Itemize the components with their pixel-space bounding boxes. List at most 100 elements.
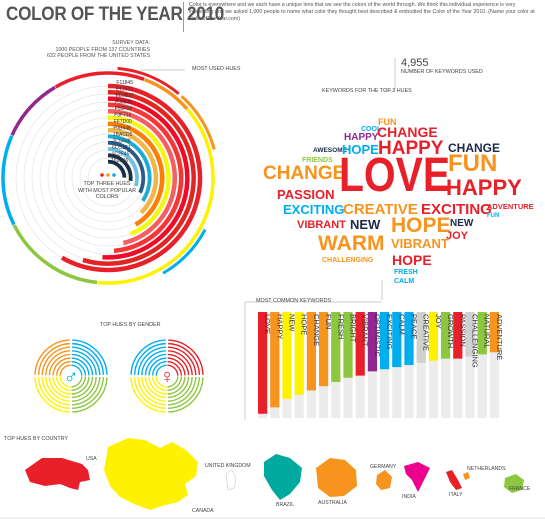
swatch-code: 1BACD5 xyxy=(113,132,133,138)
gender-arc xyxy=(168,377,201,410)
gender-arc xyxy=(52,376,71,395)
bar xyxy=(428,312,438,361)
guide-ring xyxy=(87,157,129,199)
bar-track xyxy=(453,312,463,418)
survey-info: SURVEY DATA: 1000 PEOPLE FROM 137 COUNTR… xyxy=(30,40,150,60)
outer-hue-arc xyxy=(180,95,216,150)
bar-label: BRIGHT xyxy=(349,314,358,343)
gender-arc xyxy=(72,342,105,375)
hue-ring-segment xyxy=(12,224,98,285)
male-icon: ♂ xyxy=(64,366,79,388)
bar-label: CALM xyxy=(397,314,406,335)
keyword-change: CHANGE xyxy=(448,141,501,155)
gender-arc xyxy=(148,357,167,376)
keyword-calm: CALM xyxy=(394,278,415,285)
keyword-count-label: NUMBER OF KEYWORDS USED xyxy=(401,69,483,75)
bar xyxy=(489,312,499,353)
swatch-bar xyxy=(107,121,165,227)
country-label: TOP HUES BY COUNTRY xyxy=(4,436,69,442)
top-three-label: TOP THREE HUES WITH MOST POPULAR COLORS xyxy=(78,181,137,200)
keyword-warm: WARM xyxy=(318,232,385,255)
swatch-bar xyxy=(102,96,190,260)
gender-arc xyxy=(45,376,71,402)
hue-ring-segment xyxy=(54,71,145,89)
keyword-challenging: CHALLENGING xyxy=(322,257,374,264)
keyword-passion: PASSION xyxy=(277,187,335,202)
gender-arc xyxy=(34,339,70,375)
keyword-joy: JOY xyxy=(446,230,469,242)
keyword-hope: HOPE xyxy=(391,214,451,237)
swatch-bar xyxy=(107,153,133,182)
bar xyxy=(367,312,377,372)
country-italy xyxy=(446,470,462,490)
bar-track xyxy=(416,312,426,418)
keyword-happy: HAPPY xyxy=(446,175,522,200)
swatch-bar xyxy=(82,90,196,266)
title-divider xyxy=(183,2,184,32)
country-name: AUSTRALIA xyxy=(318,500,347,506)
gender-arc xyxy=(167,376,179,388)
bar xyxy=(319,312,329,387)
bar-label: GROWTH xyxy=(446,314,455,348)
gender-arc xyxy=(167,376,197,406)
swatch-code: FF7D00 xyxy=(114,119,132,125)
bar xyxy=(477,312,487,355)
gender-arc xyxy=(151,360,167,376)
bar xyxy=(343,312,353,378)
bar-label: HOPE xyxy=(300,314,309,335)
gender-arc xyxy=(130,377,166,413)
keyword-hope: HOPE xyxy=(392,252,432,268)
keyword-hope: HOPE xyxy=(342,142,379,157)
gender-arc xyxy=(52,357,71,376)
keyword-creative: CREATIVE xyxy=(343,201,418,218)
gender-arc xyxy=(168,342,201,375)
gender-arc xyxy=(71,376,97,402)
bar-label: FRESH xyxy=(336,314,345,339)
swatch-code: 1C2F45 xyxy=(112,152,130,158)
swatch-code: F55F64 xyxy=(115,106,132,112)
keyword-love: LOVE xyxy=(339,149,451,202)
most-used-hues-label: MOST USED HUES xyxy=(192,66,241,72)
bar xyxy=(331,312,341,382)
gender-arc xyxy=(137,346,167,376)
gender-arc xyxy=(34,377,70,413)
bar-track xyxy=(477,312,487,418)
swatch-code: 162F46 xyxy=(111,158,128,164)
swatch-code: F53636 xyxy=(115,100,132,106)
bar-track xyxy=(428,312,438,418)
bar xyxy=(355,312,365,376)
bar-label: JOY xyxy=(434,314,443,329)
gender-center xyxy=(157,366,177,386)
bar xyxy=(270,312,280,408)
swatch-code: EE0B27 xyxy=(116,93,135,99)
bar-label: VIBRANT xyxy=(361,314,370,347)
swatch-code: F11845 xyxy=(116,80,133,86)
keyword-change: CHANGE xyxy=(377,124,438,140)
gender-arc xyxy=(167,376,193,402)
country-france xyxy=(504,474,524,493)
bar-label: PASSION xyxy=(458,314,467,347)
gender-arc xyxy=(48,353,71,376)
hue-ring-segment xyxy=(1,135,16,226)
bar xyxy=(294,312,304,395)
bar-label: PEACE xyxy=(410,314,419,339)
bar-label: LOVE xyxy=(263,314,272,334)
swatch-code: 2C5A88 xyxy=(112,139,130,145)
keyword-fresh: FRESH xyxy=(394,269,418,276)
keyword-new: NEW xyxy=(350,217,381,232)
bar-label: NATURAL xyxy=(483,314,492,348)
gender-arc xyxy=(167,376,183,392)
gender-arc xyxy=(144,376,167,399)
country-uk xyxy=(225,469,237,491)
country-usa xyxy=(25,458,90,490)
gender-arc xyxy=(37,377,70,410)
swatch-bar xyxy=(60,83,203,273)
gender-arc xyxy=(167,346,197,376)
gender-arc xyxy=(167,376,186,395)
gender-arc xyxy=(59,376,71,388)
country-germany xyxy=(376,470,392,490)
